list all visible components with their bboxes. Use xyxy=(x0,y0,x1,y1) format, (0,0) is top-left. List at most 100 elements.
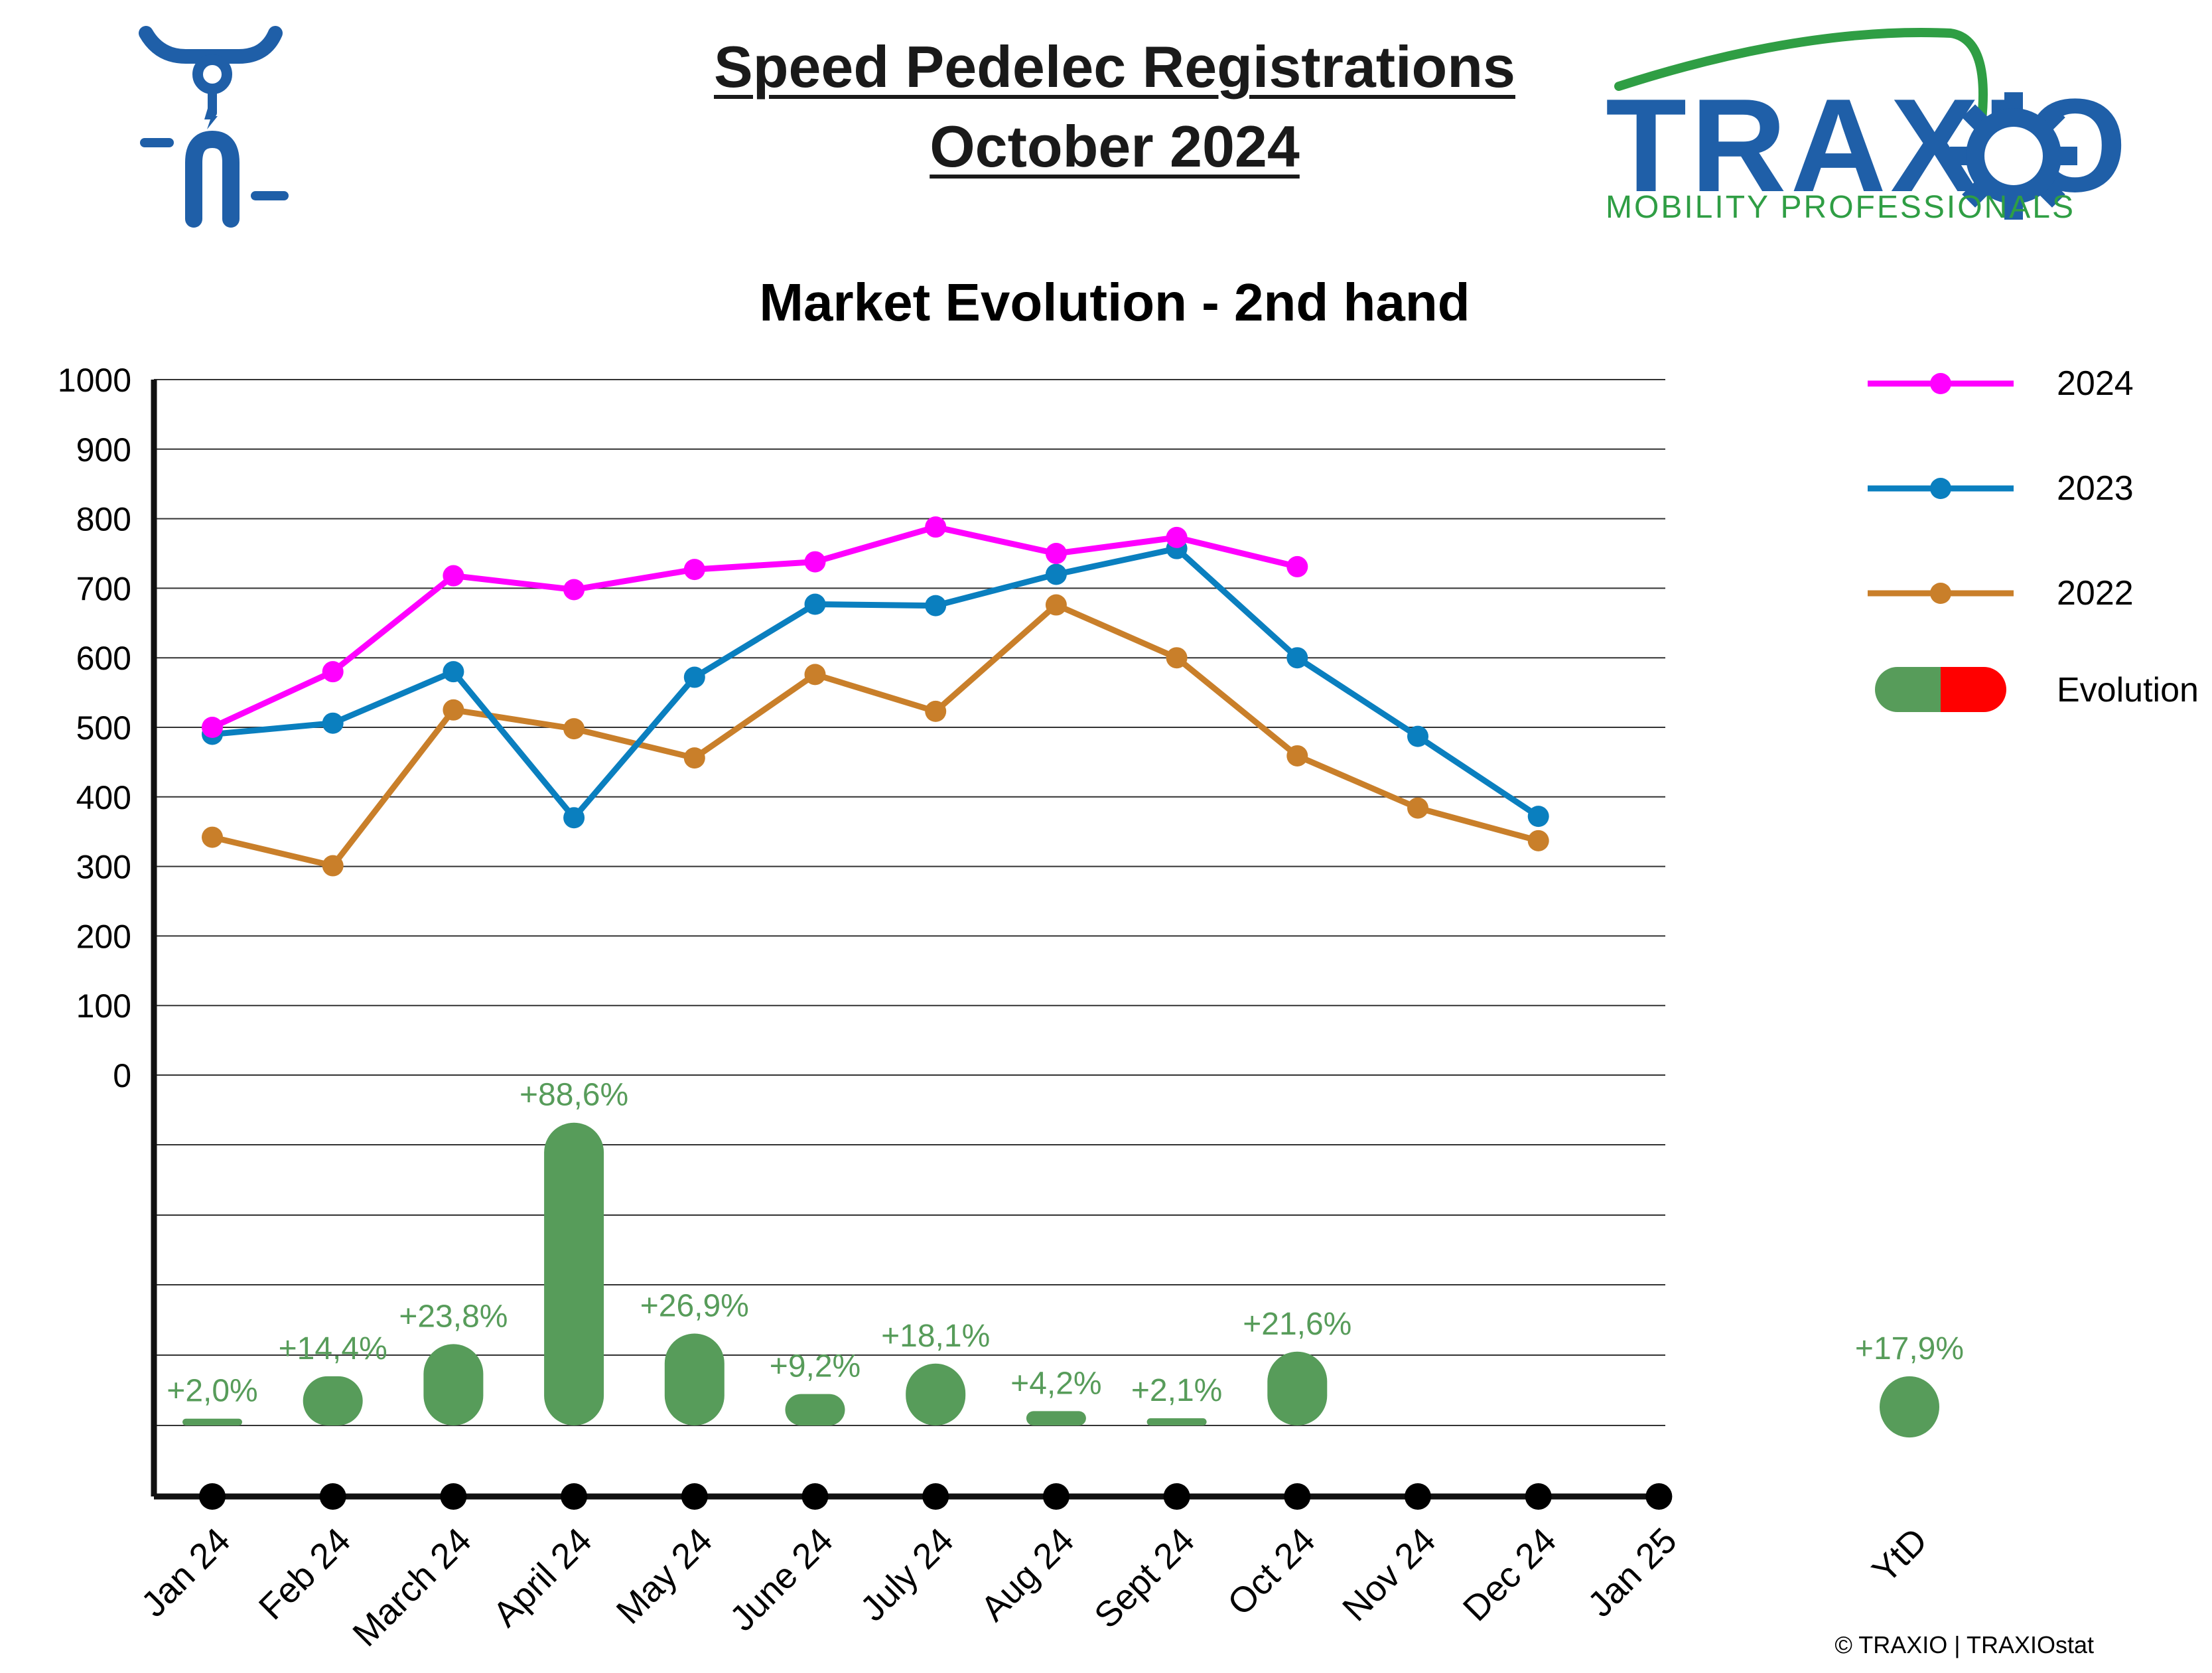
data-point-2023 xyxy=(925,595,947,617)
x-axis-marker xyxy=(1405,1483,1431,1510)
y-tick-label: 500 xyxy=(76,709,131,747)
data-point-2023 xyxy=(443,661,464,683)
data-point-2024 xyxy=(202,717,223,738)
x-tick-label: Aug 24 xyxy=(973,1520,1081,1629)
legend-label-2023: 2023 xyxy=(2057,469,2134,508)
data-point-2024 xyxy=(1045,543,1067,564)
speed-pedelec-icon xyxy=(139,26,289,228)
x-tick-label: July 24 xyxy=(853,1520,961,1629)
x-axis-marker xyxy=(922,1483,949,1510)
evolution-label: +26,9% xyxy=(640,1288,749,1323)
evolution-label: +23,8% xyxy=(399,1299,508,1334)
x-tick-label: March 24 xyxy=(345,1520,479,1654)
evolution-bar xyxy=(1267,1351,1328,1425)
x-axis-marker xyxy=(440,1483,467,1510)
y-tick-label: 300 xyxy=(76,849,131,886)
x-axis-marker xyxy=(801,1483,829,1510)
x-tick-label: Oct 24 xyxy=(1220,1520,1323,1623)
x-tick-label: Jan 25 xyxy=(1580,1520,1685,1625)
legend-marker-2024 xyxy=(1930,373,1951,394)
data-point-2022 xyxy=(443,699,464,721)
evolution-bar xyxy=(906,1363,966,1425)
series-line-2022 xyxy=(211,602,1539,869)
evolution-bar xyxy=(423,1344,484,1425)
x-axis-marker xyxy=(1042,1483,1070,1510)
y-tick-label: 0 xyxy=(113,1057,131,1094)
data-point-2022 xyxy=(925,700,947,722)
data-point-2023 xyxy=(804,593,826,615)
chart-title: Market Evolution - 2nd hand xyxy=(759,273,1470,332)
x-axis-marker xyxy=(199,1483,226,1510)
evolution-label: +88,6% xyxy=(519,1078,628,1113)
data-point-2022 xyxy=(322,855,344,877)
data-point-2024 xyxy=(1286,555,1308,577)
evolution-label: +9,2% xyxy=(770,1349,861,1384)
traxio-tagline: MOBILITY PROFESSIONALS xyxy=(1606,190,2075,225)
traxio-swoosh-icon xyxy=(1614,28,1988,157)
data-point-2024 xyxy=(683,559,705,581)
y-tick-label: 800 xyxy=(76,501,131,538)
legend-marker-2022 xyxy=(1930,583,1951,604)
data-point-2023 xyxy=(1286,647,1308,669)
x-tick-label-ytd: YtD xyxy=(1864,1520,1935,1591)
y-tick-label: 700 xyxy=(76,570,131,607)
data-point-2022 xyxy=(804,664,826,686)
legend-label-2022: 2022 xyxy=(2057,574,2134,613)
evolution-label: +21,6% xyxy=(1243,1307,1351,1342)
data-point-2022 xyxy=(563,718,585,740)
data-point-2023 xyxy=(563,807,585,829)
legend-marker-2023 xyxy=(1930,478,1951,499)
legend-label-2024: 2024 xyxy=(2057,364,2134,403)
evolution-label: +18,1% xyxy=(881,1319,990,1354)
x-tick-label: June 24 xyxy=(723,1520,841,1638)
x-tick-label: Sept 24 xyxy=(1087,1520,1202,1636)
data-point-2023 xyxy=(1527,806,1549,828)
x-axis-marker xyxy=(319,1483,346,1510)
y-tick-label: 400 xyxy=(76,779,131,816)
data-point-2022 xyxy=(1407,797,1428,819)
data-point-2022 xyxy=(202,826,223,848)
x-tick-label: May 24 xyxy=(609,1520,721,1632)
evolution-bar xyxy=(544,1122,604,1425)
data-point-2024 xyxy=(804,551,826,573)
data-point-2022 xyxy=(1527,830,1549,851)
page-title-line1: Speed Pedelec Registrations xyxy=(714,34,1515,100)
data-point-2024 xyxy=(1166,526,1188,548)
page-title-line2: October 2024 xyxy=(930,113,1300,179)
x-tick-label: Feb 24 xyxy=(251,1520,358,1627)
series-line-2024 xyxy=(211,524,1298,731)
x-axis-marker xyxy=(1163,1483,1190,1510)
x-axis-marker xyxy=(681,1483,708,1510)
evolution-label: +4,2% xyxy=(1010,1366,1101,1401)
ytd-evolution-bar xyxy=(1880,1376,1939,1438)
y-tick-label: 1000 xyxy=(58,362,131,399)
evolution-label: +2,0% xyxy=(167,1374,257,1409)
x-tick-label: Jan 24 xyxy=(133,1520,238,1625)
evolution-bar xyxy=(785,1394,845,1425)
data-point-2024 xyxy=(443,565,464,587)
series-line-2023 xyxy=(212,546,1541,821)
data-point-2022 xyxy=(1166,647,1188,669)
evolution-bar xyxy=(1146,1418,1207,1425)
data-point-2023 xyxy=(1407,725,1428,747)
x-tick-label: April 24 xyxy=(486,1520,600,1635)
data-point-2024 xyxy=(563,579,585,601)
x-axis-marker xyxy=(1645,1483,1673,1510)
x-axis-marker xyxy=(561,1483,588,1510)
data-point-2022 xyxy=(1286,745,1308,766)
gear-icon xyxy=(1950,92,2077,220)
legend-evolution-negative xyxy=(1941,667,2006,712)
copyright-text: © TRAXIO | TRAXIOstat xyxy=(1834,1631,2094,1658)
legend-label-evolution: Evolution xyxy=(2057,671,2199,709)
data-point-2023 xyxy=(683,666,705,688)
evolution-label: +2,1% xyxy=(1131,1373,1222,1408)
evolution-bar xyxy=(182,1418,242,1425)
evolution-bar xyxy=(1026,1411,1086,1425)
y-tick-label: 600 xyxy=(76,640,131,677)
x-axis-marker xyxy=(1525,1483,1552,1510)
ytd-evolution-label: +17,9% xyxy=(1855,1331,1964,1366)
legend-evolution-positive xyxy=(1875,667,1941,712)
data-point-2023 xyxy=(1045,563,1067,585)
y-tick-label: 200 xyxy=(76,918,131,955)
x-tick-label: Dec 24 xyxy=(1456,1520,1564,1629)
